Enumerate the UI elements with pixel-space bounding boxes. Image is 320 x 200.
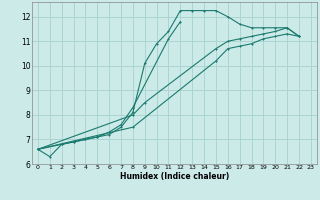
X-axis label: Humidex (Indice chaleur): Humidex (Indice chaleur) [120,172,229,181]
